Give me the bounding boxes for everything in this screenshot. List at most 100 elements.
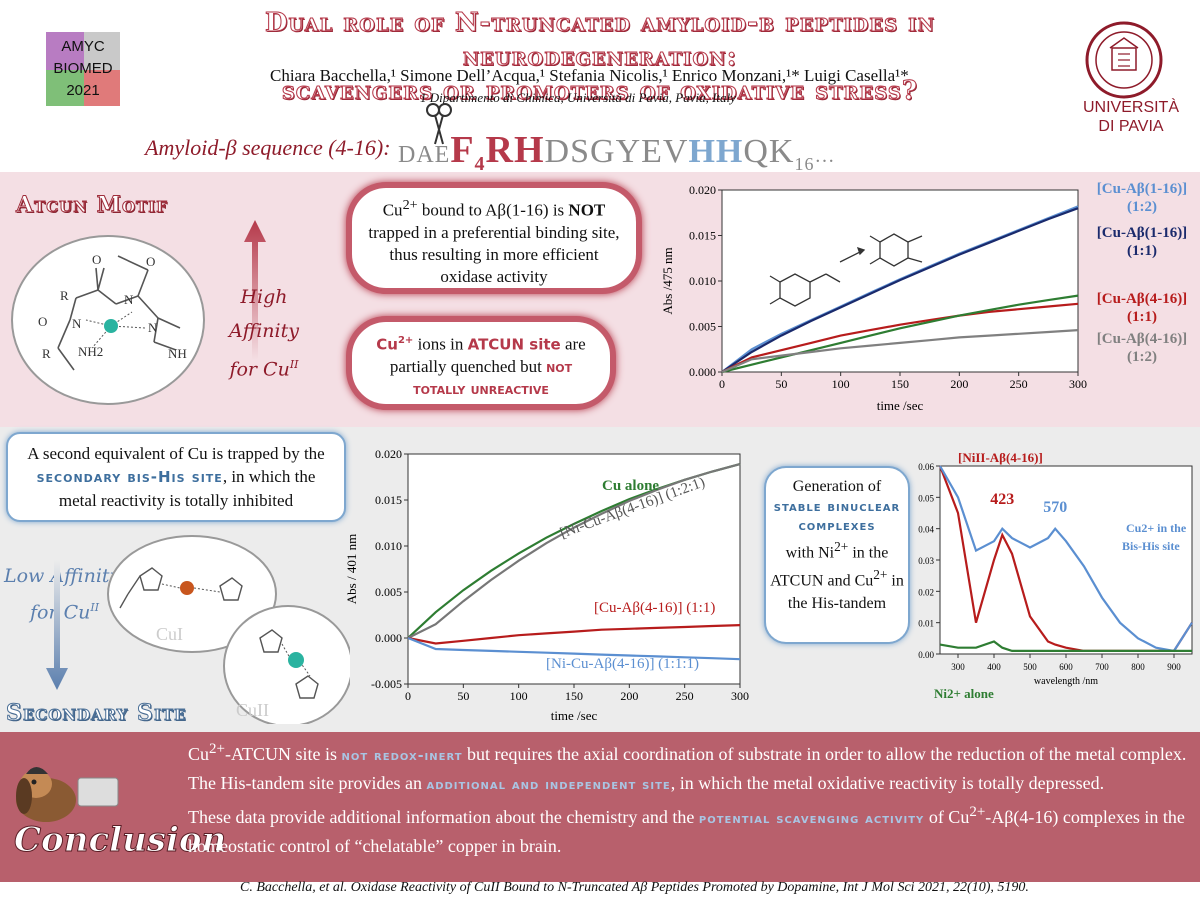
series-line — [721, 329, 1079, 374]
legend-ratio: (1:1) — [1127, 309, 1157, 325]
x-tick-label: 100 — [832, 377, 850, 391]
binuclear-box: Generation of stable binuclear complexes… — [764, 466, 910, 644]
p1-sup: 2+ — [209, 741, 225, 757]
mol-label: NH2 — [78, 344, 103, 359]
seq-dots: … — [814, 145, 836, 167]
x-tick-label: 150 — [565, 689, 583, 703]
peak-label: 570 — [1043, 499, 1067, 516]
x-tick-label: 0 — [405, 689, 411, 703]
y-tick-label: 0.05 — [918, 493, 934, 503]
x-tick-label: 200 — [950, 377, 968, 391]
logo-line-1: AMYC — [61, 38, 105, 55]
low-affinity-line1: Low Affinity — [4, 565, 121, 587]
up-arrow-icon — [244, 220, 266, 360]
y-tick-label: 0.000 — [375, 631, 402, 645]
dog-illustration — [16, 767, 119, 822]
logo-line-2: BIOMED — [53, 60, 113, 77]
atcun-structure: R O N N O R NH2 N NH O — [11, 235, 205, 405]
conclusion-paragraph-2: These data provide additional informatio… — [188, 799, 1188, 860]
x-tick-label: 300 — [951, 662, 965, 672]
university-seal-icon — [1085, 21, 1163, 99]
high-affinity-line2: for Cu — [229, 358, 290, 381]
x-axis-label: time /sec — [551, 708, 598, 723]
series-line — [721, 207, 1079, 373]
x-tick-label: 600 — [1059, 662, 1073, 672]
poster-title: Dual role of N-truncated amyloid-β pepti… — [150, 6, 1050, 108]
y-tick-label: 0.005 — [375, 585, 402, 599]
y-tick-label: 0.020 — [375, 447, 402, 461]
x-tick-label: 250 — [1010, 377, 1028, 391]
cloud1-sup: 2+ — [402, 197, 418, 213]
y-tick-label: 0.01 — [918, 619, 934, 629]
atcun-heading: Atcun Motif — [16, 192, 168, 219]
y-axis-label: Abs /475 nm — [660, 247, 675, 314]
box2-c: in the ATCUN and Cu — [770, 544, 889, 590]
seq-qk: QK — [743, 133, 795, 170]
x-tick-label: 150 — [891, 377, 909, 391]
p1-b: -ATCUN site is — [224, 744, 342, 764]
x-tick-label: 900 — [1167, 662, 1181, 672]
low-affinity-line2: for Cu — [30, 601, 91, 624]
seq-prefix: DAE — [398, 142, 451, 168]
y-tick-label: 0.04 — [918, 525, 934, 535]
university-name: UNIVERSITÀ DI PAVIA — [1076, 98, 1186, 136]
low-affinity-label: Low Affinity for CuII — [4, 560, 124, 628]
plot-area — [939, 465, 1193, 655]
p2-c: -Aβ(4-16) complexes in the homeostatic c… — [188, 807, 1185, 856]
conclusion-paragraph-1: Cu2+-ATCUN site is not redox-inert but r… — [188, 736, 1188, 799]
y-axis-label: Abs / 401 nm — [344, 534, 359, 604]
cloud-atcun-quenched: Cu2+ ions in ATCUN site are partially qu… — [346, 316, 616, 410]
cu2-label: CuII — [236, 700, 269, 720]
p2-sup: 2+ — [969, 804, 986, 820]
p1-d: , in which the metal oxidative reactivit… — [670, 773, 1105, 793]
x-axis-label: time /sec — [877, 398, 924, 413]
box-a: A second equivalent of Cu is trapped by … — [27, 444, 325, 463]
x-tick-label: 300 — [1069, 377, 1087, 391]
series-line — [407, 636, 741, 661]
series-line — [721, 302, 1079, 373]
cloud2-hl2: ATCUN site — [467, 335, 561, 354]
mol-label: O — [92, 252, 101, 267]
cloud2-b: are partially quenched but — [389, 334, 586, 376]
seq-end-sub: 16 — [794, 153, 815, 174]
legend-ratio: (1:1) — [1127, 243, 1157, 259]
series-line — [407, 624, 741, 645]
p1-c: but requires the axial coordination of s… — [188, 744, 1187, 793]
annotation-cu-bishis: Cu2+ in the — [1126, 521, 1187, 535]
peak-label: 423 — [990, 491, 1014, 508]
amyc-biomed-logo: AMYC BIOMED 2021 — [46, 32, 120, 106]
seq-f-sub: 4 — [474, 152, 486, 175]
conclusion-label: Conclusion — [13, 820, 227, 861]
box2-d: in the His-tandem — [787, 572, 904, 612]
cloud1-b: bound to Aβ(1-16) is — [417, 200, 569, 220]
y-tick-label: 0.015 — [375, 493, 402, 507]
box2-b: with Ni — [785, 544, 835, 562]
series-label: [Ni-Cu-Aβ(4-16)] (1:1:1) — [546, 656, 699, 672]
series-line — [939, 640, 1192, 652]
legend-entry: [Cu-Aβ(4-16)] (1:1) — [1084, 290, 1200, 330]
y-tick-label: 0.010 — [375, 539, 402, 553]
x-tick-label: 0 — [719, 377, 725, 391]
secondary-site-structures: CuI CuII — [107, 535, 350, 724]
legend-ratio: (1:2) — [1127, 349, 1157, 365]
mol-label: N — [148, 320, 158, 335]
cloud-atcun-free: Cu2+ bound to Aβ(1-16) is NOT trapped in… — [346, 182, 642, 294]
conclusion-text: Cu2+-ATCUN site is not redox-inert but r… — [188, 736, 1188, 860]
series-line — [407, 463, 741, 639]
x-tick-label: 500 — [1023, 662, 1037, 672]
box2-a: Generation of — [792, 478, 882, 495]
y-tick-label: -0.005 — [371, 677, 402, 691]
low-affinity-sup: II — [90, 601, 100, 614]
legend-entry: [Cu-Aβ(1-16)] (1:2) — [1084, 180, 1200, 224]
annotation-cu-bishis-2: Bis-His site — [1122, 539, 1180, 553]
cloud2-hl1-sup: 2+ — [397, 335, 414, 346]
amyloid-sequence: DAEF4RHDSGYEVHHQK16… — [398, 128, 835, 176]
x-tick-label: 400 — [987, 662, 1001, 672]
box-b: , in which the metal reactivity is total… — [58, 467, 316, 510]
cloud1-a: Cu — [382, 200, 403, 220]
box2-hl: stable binuclear complexes — [773, 499, 901, 534]
y-tick-label: 0.015 — [689, 229, 716, 243]
affiliation: 1 Dipartimento di Chimica, Università di… — [420, 90, 736, 105]
x-tick-label: 200 — [620, 689, 638, 703]
reference: C. Bacchella, et al. Oxidase Reactivity … — [240, 880, 1029, 895]
